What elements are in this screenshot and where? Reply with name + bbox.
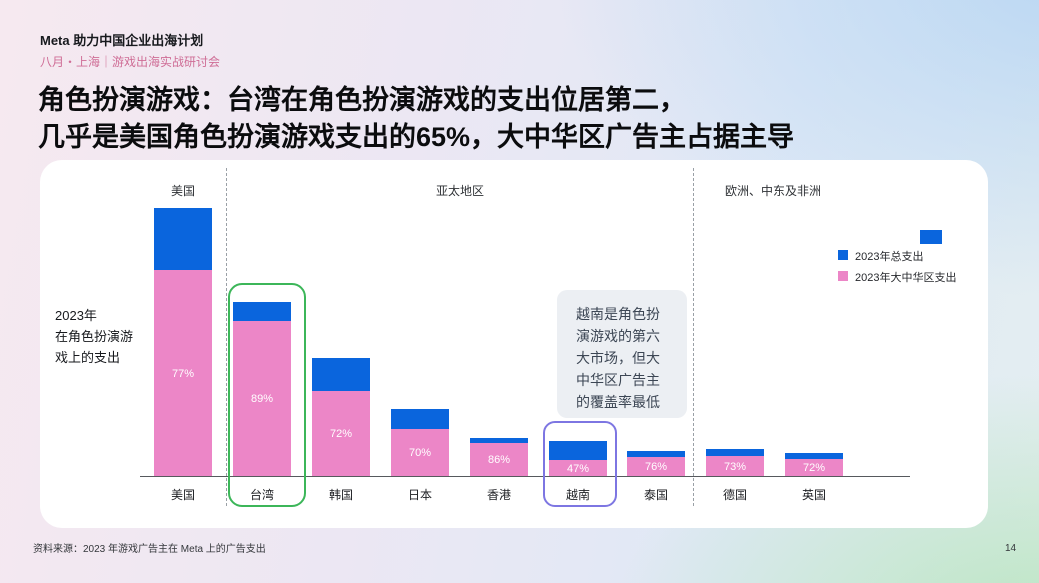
highlight-box-taiwan xyxy=(228,283,306,507)
bar-country-label: 台湾 xyxy=(249,488,274,502)
bar-gc-segment xyxy=(785,459,843,476)
bar-share-label: 86% xyxy=(487,454,511,466)
bar-share-label: 70% xyxy=(408,447,432,459)
bar-share-label: 76% xyxy=(644,461,668,473)
bar-gc-segment xyxy=(154,270,212,476)
region-divider-1 xyxy=(226,168,227,506)
bar-country-label: 韩国 xyxy=(328,488,353,502)
bar-country-label: 日本 xyxy=(407,488,432,502)
bar-gc-segment xyxy=(233,321,291,476)
bar-share-label: 77% xyxy=(171,368,195,380)
bar-country-label: 美国 xyxy=(170,488,195,502)
bar-gc-segment xyxy=(312,391,370,476)
bar-country-label: 泰国 xyxy=(643,488,668,502)
legend-item-total: 2023年总支出 xyxy=(838,248,956,264)
bar-group: 77% xyxy=(154,208,212,476)
bar-group: 72% xyxy=(785,453,843,476)
x-axis-line xyxy=(140,476,910,477)
bar-group: 70% xyxy=(391,409,449,476)
bar-country-label: 香港 xyxy=(486,488,511,502)
highlight-box-vietnam xyxy=(543,421,617,507)
bar-share-label: 89% xyxy=(250,393,274,405)
slide-header: Meta 助力中国企业出海计划 八月・上海｜游戏出海实战研讨会 xyxy=(40,30,220,70)
bar-share-label: 73% xyxy=(723,461,747,473)
bar-gc-segment xyxy=(627,457,685,476)
bar-share-label: 72% xyxy=(329,428,353,440)
bar-share-label: 47% xyxy=(566,463,590,475)
program-title: Meta 助力中国企业出海计划 xyxy=(40,33,204,48)
bar-share-label: 72% xyxy=(802,462,826,474)
bar-gc-segment xyxy=(549,460,607,476)
region-label-us: 美国 xyxy=(170,184,196,198)
legend-swatch-greater-china xyxy=(838,271,848,281)
region-label-emea: 欧洲、中东及非洲 xyxy=(724,184,822,198)
chart-legend: 2023年总支出 2023年大中华区支出 xyxy=(838,248,956,290)
chart-card: 美国 亚太地区 欧洲、中东及非洲 2023年 在角色扮演游戏上的支出 77% 美国… xyxy=(40,160,988,528)
bar-group: 89% xyxy=(233,302,291,476)
page-title: 角色扮演游戏：台湾在角色扮演游戏的支出位居第二， 几乎是美国角色扮演游戏支出的6… xyxy=(38,85,795,152)
region-label-apac: 亚太地区 xyxy=(435,184,485,198)
vietnam-annotation-callout: 越南是角色扮演游戏的第六大市场，但大中华区广告主的覆盖率最低 xyxy=(557,290,687,418)
bar-group: 73% xyxy=(706,449,764,476)
legend-label-total: 2023年总支出 xyxy=(855,251,924,263)
legend-decor-rect xyxy=(920,230,942,244)
source-note: 资料来源：2023 年游戏广告主在 Meta 上的广告支出 xyxy=(33,544,266,555)
legend-label-greater-china: 2023年大中华区支出 xyxy=(855,272,957,284)
bar-country-label: 英国 xyxy=(801,488,826,502)
region-divider-2 xyxy=(693,168,694,506)
page-number: 14 xyxy=(1005,543,1017,554)
bar-group: 86% xyxy=(470,438,528,476)
bar-country-label: 越南 xyxy=(565,488,590,502)
bar-country-label: 德国 xyxy=(722,488,747,502)
bar-group: 47% xyxy=(549,441,607,476)
bar-gc-segment xyxy=(706,456,764,476)
legend-item-greater-china: 2023年大中华区支出 xyxy=(838,269,956,285)
legend-swatch-total xyxy=(838,250,848,260)
bar-gc-segment xyxy=(470,443,528,476)
bar-group: 72% xyxy=(312,358,370,476)
chart-axis-caption: 2023年 在角色扮演游戏上的支出 xyxy=(55,308,134,365)
event-subtitle: 八月・上海｜游戏出海实战研讨会 xyxy=(40,55,221,69)
bar-gc-segment xyxy=(391,429,449,476)
bar-group: 76% xyxy=(627,451,685,476)
